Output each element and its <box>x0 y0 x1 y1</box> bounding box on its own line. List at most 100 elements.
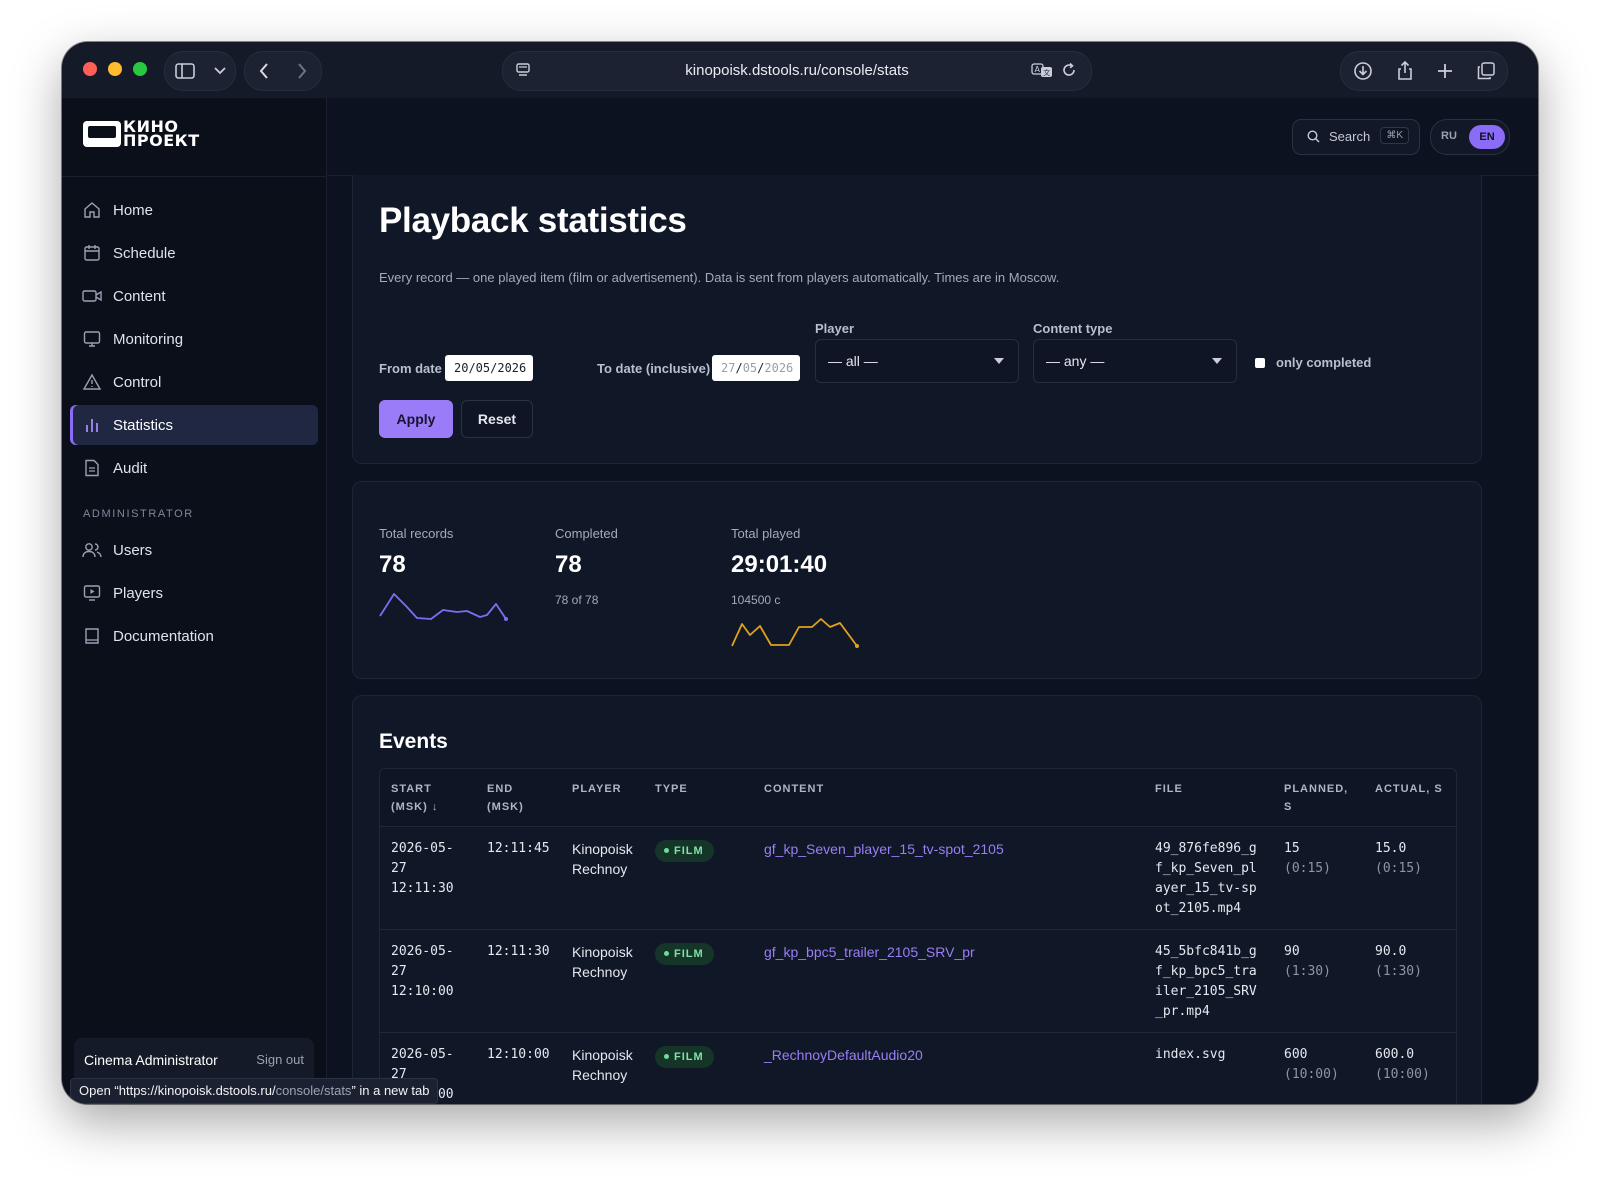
kinoproekt-logo[interactable]: КИНО ПРОЕКТ <box>83 117 200 149</box>
cell-type: FILM <box>644 1032 753 1104</box>
content-type-select[interactable]: — any — <box>1033 339 1237 383</box>
chevron-down-icon[interactable] <box>213 67 226 75</box>
cell-end: 12:10:00 <box>476 1032 561 1104</box>
url-text: kinopoisk.dstools.ru/console/stats <box>685 62 909 79</box>
close-window-button[interactable] <box>83 62 97 76</box>
sidebar-item-control[interactable]: Control <box>70 362 318 402</box>
dropdown-caret-icon <box>1212 358 1222 364</box>
dropdown-caret-icon <box>994 358 1004 364</box>
sidebar-item-home[interactable]: Home <box>70 190 318 230</box>
table-header-row: START (MSK) ↓ END (MSK) PLAYER TYPE CONT… <box>380 769 1456 827</box>
reset-button[interactable]: Reset <box>461 400 533 438</box>
from-date-input[interactable]: 20/05/2026 <box>445 355 533 381</box>
cell-content: gf_kp_bpc5_trailer_2105_SRV_pr <box>753 929 1144 1033</box>
sidebar-toggle-icon[interactable] <box>174 63 195 79</box>
cell-file: index.svg <box>1144 1032 1273 1104</box>
only-completed-checkbox[interactable] <box>1255 358 1265 368</box>
stat-subtext: 104500 с <box>731 593 781 607</box>
logo-mark-icon <box>83 121 121 147</box>
player-select[interactable]: — all — <box>815 339 1019 383</box>
cell-actual: 15.0 (0:15) <box>1364 826 1456 930</box>
link-status-tooltip: Open “https://kinopoisk.dstools.ru/conso… <box>70 1078 439 1104</box>
content-type-select-value: — any — <box>1046 353 1105 369</box>
sidebar-divider <box>62 176 326 177</box>
minimize-window-button[interactable] <box>108 62 122 76</box>
player-select-value: — all — <box>828 353 878 369</box>
sidebar-item-documentation[interactable]: Documentation <box>70 616 318 656</box>
warning-icon <box>82 372 102 392</box>
content-link[interactable]: gf_kp_Seven_player_15_tv-spot_2105 <box>764 841 1004 857</box>
app-topbar: Search ⌘K RU EN <box>327 98 1538 176</box>
column-header-planned: PLANNED, S <box>1273 769 1364 827</box>
from-date-label: From date <box>379 361 442 376</box>
only-completed-label[interactable]: only completed <box>1276 355 1372 370</box>
content-link[interactable]: _RechnoyDefaultAudio20 <box>764 1047 923 1063</box>
sidebar-item-players[interactable]: Players <box>70 573 318 613</box>
cell-planned: 600 (10:00) <box>1273 1032 1364 1104</box>
sidebar-item-content[interactable]: Content <box>70 276 318 316</box>
type-badge: FILM <box>655 943 714 965</box>
filters-card: Playback statistics Every record — one p… <box>352 175 1482 464</box>
sidebar-item-statistics[interactable]: Statistics <box>70 405 318 445</box>
events-table: START (MSK) ↓ END (MSK) PLAYER TYPE CONT… <box>379 768 1457 1104</box>
sidebar-item-label: Users <box>113 541 153 559</box>
download-icon[interactable] <box>1353 61 1373 81</box>
lang-ru-option[interactable]: RU <box>1441 130 1457 142</box>
cell-start: 2026-05-27 12:11:30 <box>380 826 476 930</box>
sidebar-item-users[interactable]: Users <box>70 530 318 570</box>
stat-value: 78 <box>555 551 582 578</box>
status-dot-icon <box>664 950 669 956</box>
player-label: Player <box>815 321 855 336</box>
to-date-input[interactable]: 27/05/2026 <box>712 355 800 381</box>
cell-player: Kinopoisk Rechnoy <box>561 826 644 930</box>
column-header-actual: ACTUAL, S <box>1364 769 1456 827</box>
share-icon[interactable] <box>1396 61 1414 81</box>
bar-chart-icon <box>82 415 102 435</box>
apply-button[interactable]: Apply <box>379 400 453 438</box>
sidebar-item-label: Statistics <box>113 416 174 434</box>
cell-player: Kinopoisk Rechnoy <box>561 1032 644 1104</box>
back-arrow-icon[interactable] <box>259 63 269 79</box>
cell-type: FILM <box>644 929 753 1033</box>
svg-text:文: 文 <box>1043 68 1050 77</box>
user-name: Cinema Administrator <box>84 1052 218 1068</box>
document-icon <box>82 458 102 478</box>
sidebar-item-schedule[interactable]: Schedule <box>70 233 318 273</box>
history-nav-group <box>244 51 322 91</box>
column-header-start[interactable]: START (MSK) ↓ <box>380 769 476 827</box>
cell-end: 12:11:30 <box>476 929 561 1033</box>
search-icon <box>1307 130 1320 146</box>
forward-arrow-icon[interactable] <box>297 63 307 79</box>
to-date-label: To date (inclusive) <box>597 361 711 376</box>
zoom-window-button[interactable] <box>133 62 147 76</box>
sign-out-link[interactable]: Sign out <box>256 1052 304 1067</box>
monitor-icon <box>82 329 102 349</box>
content-link[interactable]: gf_kp_bpc5_trailer_2105_SRV_pr <box>764 944 975 960</box>
sidebar-item-monitoring[interactable]: Monitoring <box>70 319 318 359</box>
search-button[interactable]: Search ⌘K <box>1292 119 1420 155</box>
sidebar-item-label: Content <box>113 287 166 305</box>
reload-icon[interactable] <box>1061 62 1077 83</box>
admin-section-heading: ADMINISTRATOR <box>83 508 194 520</box>
new-tab-icon[interactable] <box>1437 63 1453 79</box>
logo-line-1: КИНО <box>123 117 179 136</box>
tab-overview-icon[interactable] <box>1476 61 1496 81</box>
sidebar-item-label: Documentation <box>113 627 214 645</box>
video-icon <box>82 286 102 306</box>
lang-en-option[interactable]: EN <box>1469 125 1505 149</box>
sidebar-item-audit[interactable]: Audit <box>70 448 318 488</box>
status-dot-icon <box>664 1053 669 1059</box>
status-dot-icon <box>664 847 669 853</box>
sidebar-toggle-group <box>164 51 236 91</box>
sidebar-item-label: Players <box>113 584 164 602</box>
cell-content: gf_kp_Seven_player_15_tv-spot_2105 <box>753 826 1144 930</box>
stat-label: Total played <box>731 526 801 541</box>
browser-actions-group <box>1340 51 1508 91</box>
sidebar-item-label: Home <box>113 201 154 219</box>
users-icon <box>82 540 102 560</box>
page-menu-icon[interactable] <box>515 62 531 83</box>
